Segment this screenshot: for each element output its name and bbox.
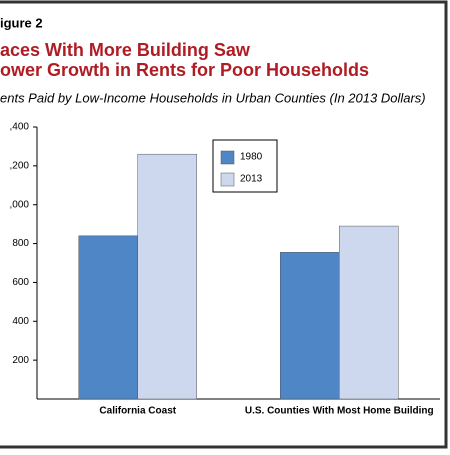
y-tick-label: 800	[12, 238, 29, 249]
y-tick-label: ,200	[10, 160, 30, 171]
legend-label: 1980	[240, 152, 263, 163]
legend-label: 2013	[240, 174, 263, 185]
bar	[137, 153, 197, 400]
legend-swatch	[220, 150, 235, 165]
subtitle: ents Paid by Low-Income Households in Ur…	[0, 90, 426, 105]
bar	[339, 225, 399, 400]
x-tick-label: California Coast	[99, 406, 176, 417]
legend-swatch	[220, 172, 235, 187]
y-tick-label: ,400	[10, 122, 30, 133]
figure-label: igure 2	[0, 15, 43, 30]
bar	[280, 252, 340, 400]
y-tick-label: 200	[12, 355, 29, 366]
y-tick-label: 400	[12, 316, 29, 327]
y-tick-label: ,000	[10, 199, 30, 210]
bar	[78, 235, 138, 400]
y-tick-label: 600	[12, 277, 29, 288]
title-line: aces With More Building Saw	[0, 40, 251, 60]
title-line: ower Growth in Rents for Poor Households	[0, 60, 369, 80]
x-tick-label: U.S. Counties With Most Home Building	[245, 406, 434, 417]
